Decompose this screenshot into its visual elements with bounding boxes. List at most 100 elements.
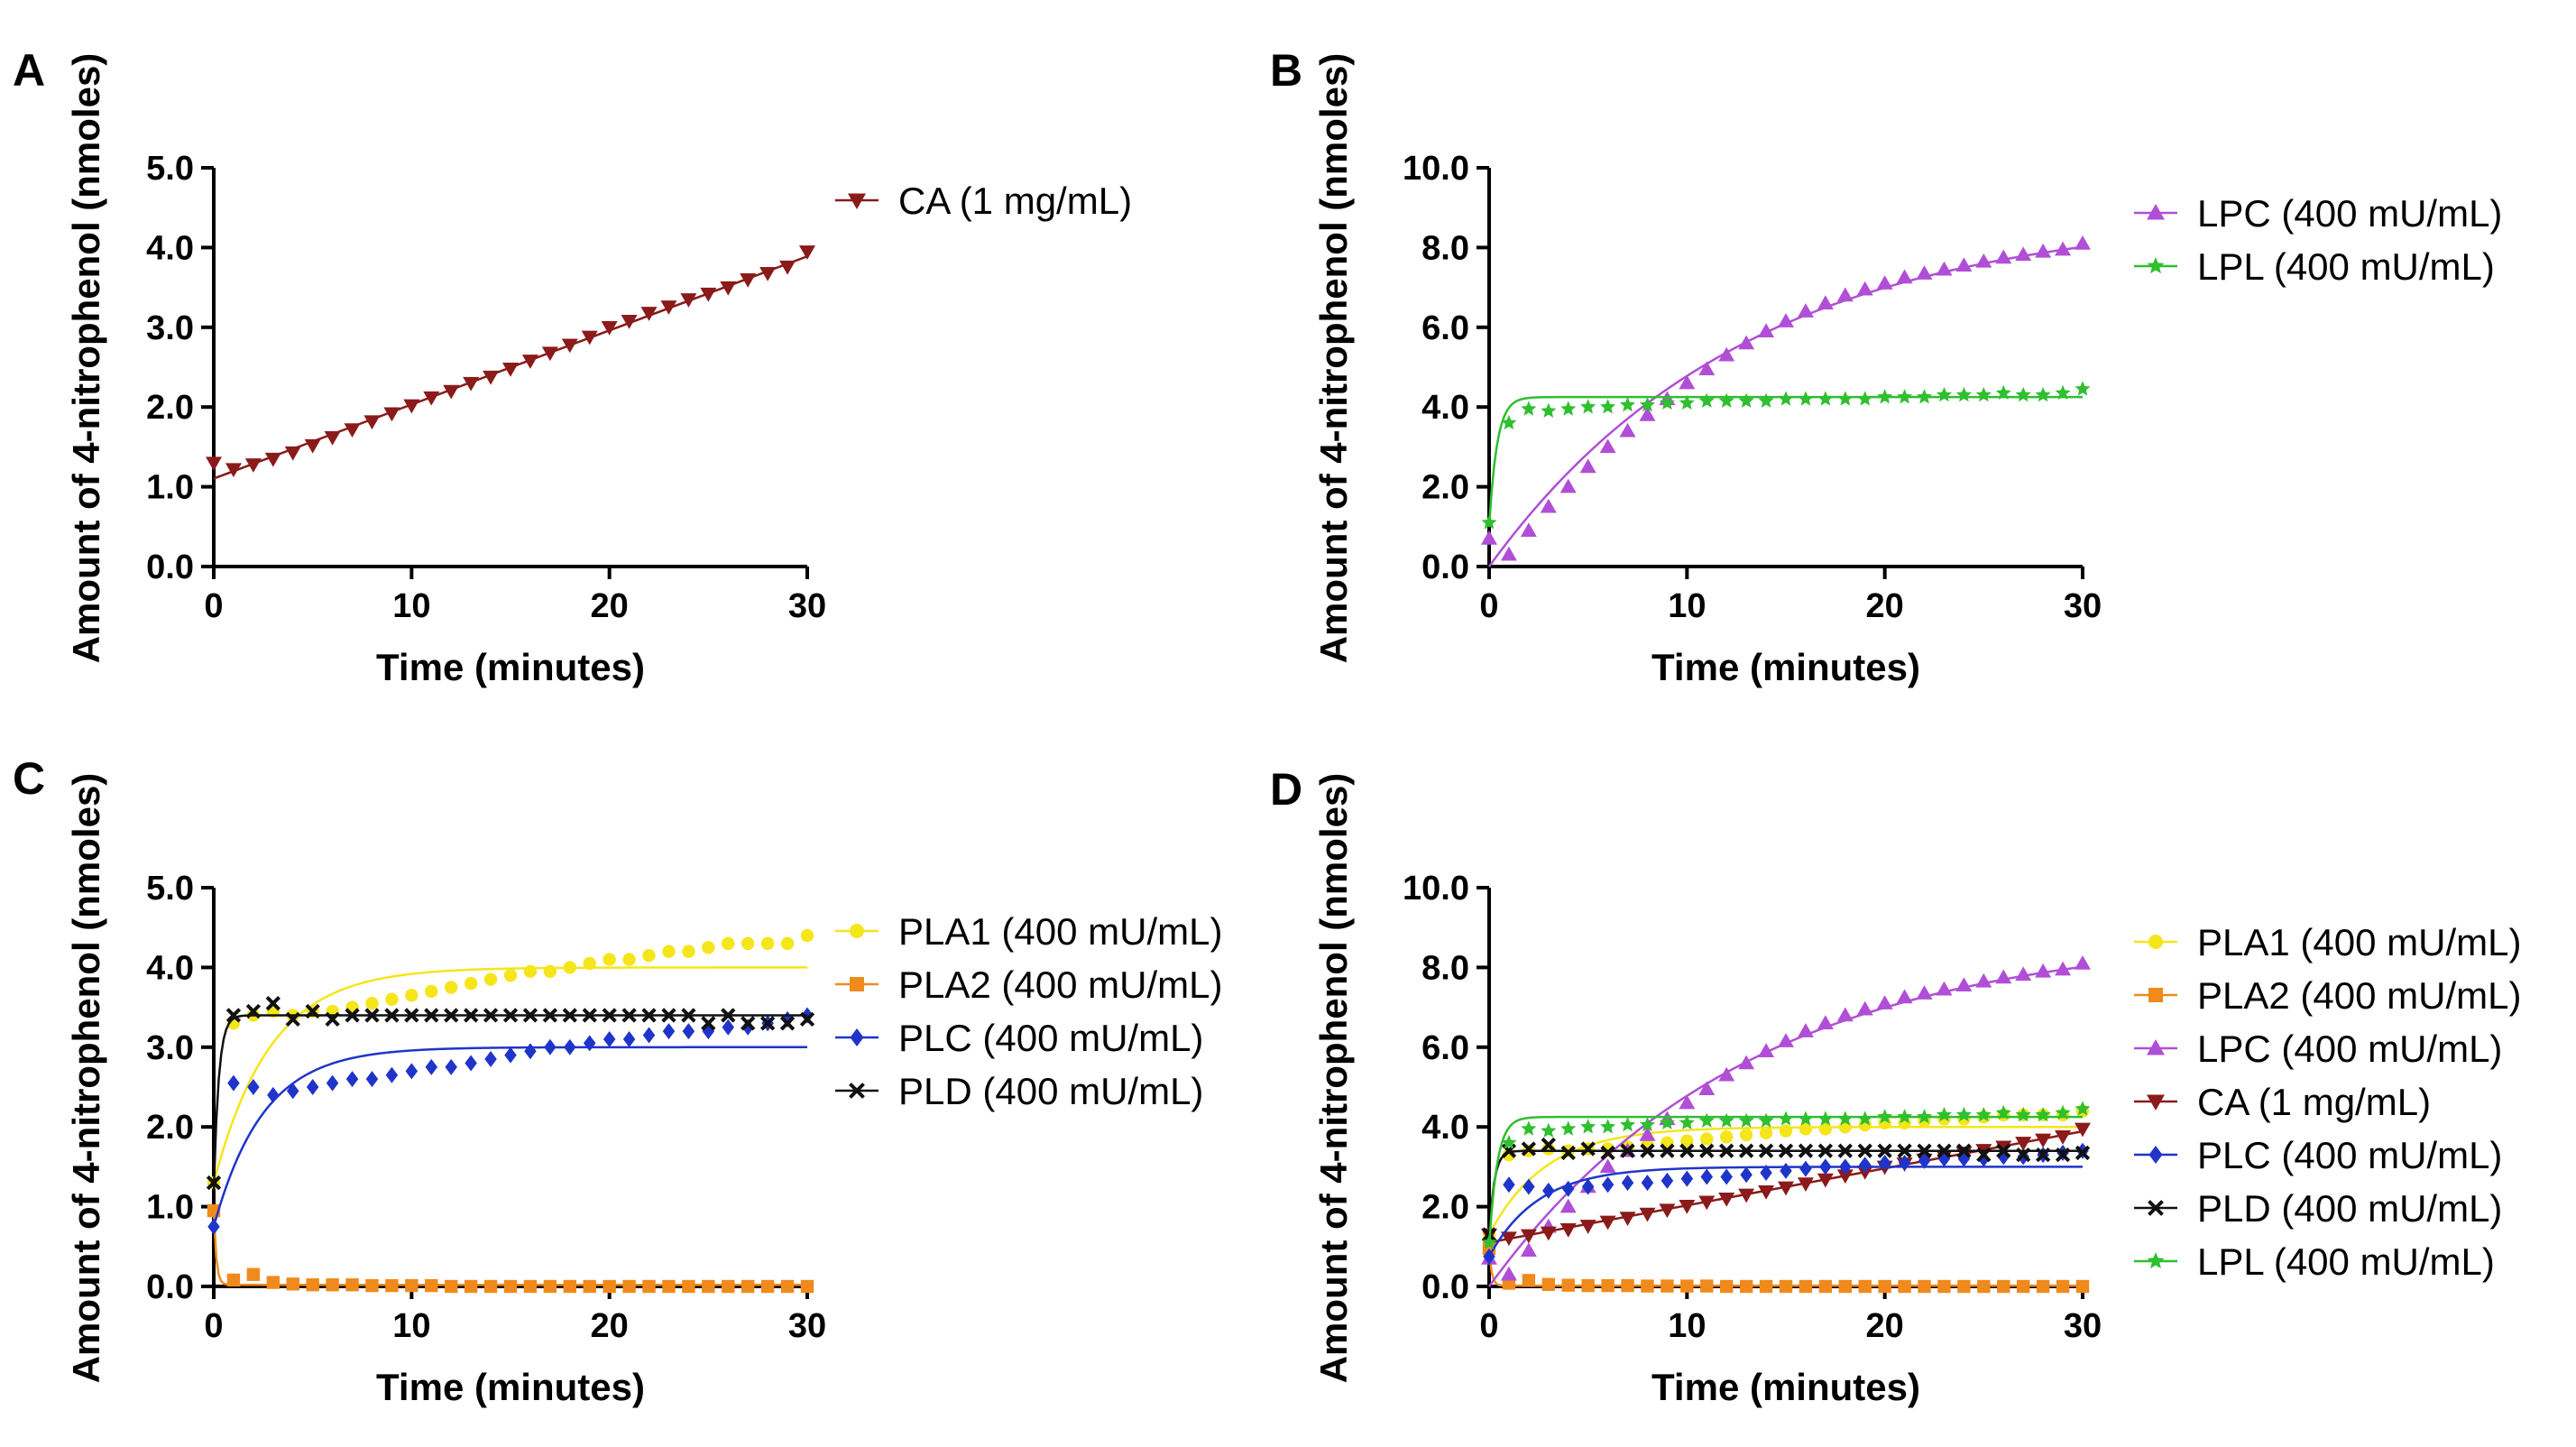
data-point (1679, 1114, 1695, 1130)
data-point-stroke-b (1956, 1143, 1972, 1158)
data-point (583, 1279, 596, 1294)
data-point (603, 1030, 616, 1047)
data-point (1540, 1226, 1557, 1241)
data-point (1838, 1279, 1852, 1294)
data-point (522, 1008, 538, 1023)
data-point (1957, 1279, 1971, 1294)
y-tick-label: 5.0 (146, 870, 194, 908)
data-point (1599, 1215, 1616, 1230)
data-point (1758, 392, 1774, 408)
data-point-stroke-b (1758, 1143, 1774, 1158)
data-point (1500, 1231, 1517, 1247)
data-point (1738, 1188, 1755, 1203)
data-point (2015, 386, 2031, 402)
data-point (1818, 1122, 1833, 1136)
data-point (1542, 1182, 1555, 1199)
data-point (741, 936, 755, 951)
data-point (2015, 246, 2032, 262)
fit-curve (212, 1014, 807, 1191)
legend-label: PLC (400 mU/mL) (2197, 1134, 2502, 1176)
data-point (740, 273, 757, 288)
data-point (642, 1027, 656, 1044)
data-point (345, 1071, 359, 1088)
data-point (722, 936, 735, 951)
series-ca-1-mg-ml (206, 245, 815, 480)
legend-item-lpl-400-mu-ml: LPL (400 mU/mL) (2134, 245, 2495, 288)
data-point (1699, 1143, 1715, 1158)
x-tick-label: 30 (788, 1307, 826, 1345)
data-point (484, 1051, 497, 1068)
data-point (1659, 1203, 1676, 1219)
data-point (564, 1038, 576, 1055)
data-point-stroke-b (1660, 1143, 1675, 1158)
data-point (660, 300, 677, 315)
data-point (1520, 522, 1537, 537)
data-point (1778, 1143, 1794, 1158)
y-tick-label: 0.0 (146, 548, 194, 586)
data-point (1559, 478, 1577, 493)
y-tick-label: 10.0 (1403, 150, 1469, 188)
data-point-stroke-b (1679, 1143, 1695, 1158)
data-point (1898, 1279, 1911, 1294)
data-point (344, 423, 361, 438)
legend-item-pld-400-mu-ml: PLD (400 mU/mL) (2134, 1187, 2502, 1230)
data-point (1541, 1277, 1555, 1291)
data-point (345, 1278, 359, 1292)
data-point (1680, 1279, 1694, 1293)
data-point (1780, 1162, 1792, 1179)
data-point (206, 456, 222, 472)
legend-item-plc-400-mu-ml: PLC (400 mU/mL) (2134, 1134, 2502, 1176)
data-point (1797, 1177, 1814, 1192)
data-point-stroke-b (1798, 1143, 1814, 1158)
legend-marker (2147, 204, 2165, 220)
data-point (1798, 391, 1814, 406)
data-point-stroke-b (265, 996, 281, 1011)
data-point-stroke-b (582, 1008, 597, 1023)
data-point (2055, 1147, 2071, 1163)
data-point (1521, 1141, 1537, 1157)
data-point (425, 1058, 438, 1075)
data-point-stroke-b (502, 1008, 519, 1023)
data-point (1679, 374, 1696, 390)
data-point (1639, 1127, 1656, 1141)
data-point-stroke-b (721, 1008, 736, 1023)
y-tick-label: 5.0 (146, 150, 194, 188)
data-point (304, 438, 321, 454)
legend-label: LPC (400 mU/mL) (2197, 1028, 2502, 1070)
data-point (2075, 381, 2091, 396)
data-point (1541, 402, 1557, 418)
data-point-stroke-b (701, 1016, 716, 1031)
data-point (2035, 1133, 2052, 1148)
data-point (385, 1066, 399, 1083)
data-point-stroke-b (741, 1016, 756, 1031)
legend-label: PLA2 (400 mU/mL) (898, 963, 1222, 1006)
data-point (2055, 1130, 2072, 1145)
data-point (641, 1008, 657, 1023)
data-point (583, 1035, 596, 1052)
data-point (1758, 1143, 1774, 1158)
data-point (1738, 335, 1755, 350)
data-point (1580, 1119, 1596, 1134)
legend-marker (2147, 1039, 2165, 1055)
panel-label: A (13, 45, 45, 96)
data-point (1837, 391, 1854, 406)
data-point (444, 1008, 459, 1023)
data-point (702, 941, 715, 954)
data-point (1520, 1229, 1537, 1244)
data-point (365, 1071, 379, 1088)
data-point (581, 330, 598, 346)
data-point (622, 953, 636, 966)
data-point (1997, 1279, 2010, 1294)
panel-b: B 0.0 2.0 4.0 6.0 8.0 10.0 0 10 20 30 Time (minutes… (1270, 45, 2502, 688)
data-point (1758, 1043, 1775, 1057)
data-point (1641, 1175, 1654, 1192)
legend-item-lpl-400-mu-ml: LPL (400 mU/mL) (2134, 1240, 2495, 1283)
x-tick-label: 20 (1866, 587, 1904, 625)
data-point (1876, 275, 1893, 290)
data-point (483, 972, 498, 986)
data-point (1503, 1176, 1515, 1194)
data-point (1559, 1223, 1577, 1238)
data-point (1520, 1242, 1537, 1257)
series-plc-400-mu-ml (207, 1007, 814, 1235)
